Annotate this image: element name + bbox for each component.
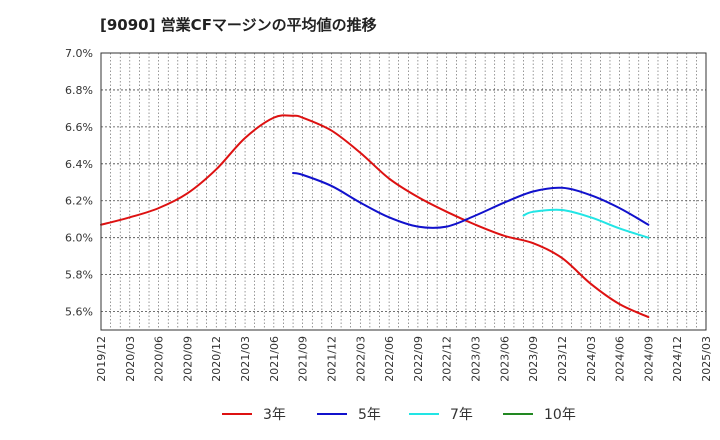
plot-frame: [100, 52, 707, 331]
x-tick-label: 2020/09: [181, 336, 194, 382]
legend-label-3年: 3年: [263, 407, 286, 423]
series-line-5年: [292, 172, 650, 229]
x-tick-labels: 2019/12 2020/03 2020/06 2020/09 2020/12 2021/…: [95, 336, 713, 382]
x-tick-label: 2022/09: [412, 336, 425, 382]
y-tick-label: 6.0%: [65, 232, 93, 245]
chart-title: [9090] 営業CFマージンの平均値の推移: [100, 16, 377, 34]
x-tick-label: 2023/09: [527, 336, 540, 382]
x-tick-label: 2020/12: [210, 336, 223, 382]
x-tick-label: 2020/06: [153, 336, 166, 382]
y-tick-label: 6.4%: [65, 158, 93, 171]
x-tick-label: 2021/06: [268, 336, 281, 382]
x-tick-label: 2022/06: [383, 336, 396, 382]
legend: 3年 5年 7年 10年: [222, 407, 576, 423]
x-tick-label: 2021/12: [325, 336, 338, 382]
x-tick-label: 2023/12: [556, 336, 569, 382]
legend-label-7年: 7年: [450, 407, 473, 423]
x-tick-label: 2021/09: [297, 336, 310, 382]
series-layer: [100, 114, 650, 319]
y-tick-labels: 7.0% 6.8% 6.6% 6.4% 6.2% 6.0% 5.8% 5.6%: [65, 47, 93, 319]
x-tick-label: 2023/03: [470, 336, 483, 382]
x-tick-label: 2019/12: [95, 336, 108, 382]
plot-border: [100, 52, 707, 331]
x-tick-label: 2024/09: [642, 336, 655, 382]
y-tick-label: 6.8%: [65, 84, 93, 97]
series-line-7年: [522, 208, 650, 239]
x-tick-label: 2022/03: [354, 336, 367, 382]
y-tick-label: 6.6%: [65, 121, 93, 134]
y-tick-label: 6.2%: [65, 195, 93, 208]
grid-layer: [100, 52, 707, 330]
x-tick-label: 2024/03: [585, 336, 598, 382]
legend-label-10年: 10年: [544, 407, 576, 423]
x-tick-label: 2025/03: [700, 336, 713, 382]
x-tick-label: 2024/06: [614, 336, 627, 382]
y-tick-label: 5.6%: [65, 306, 93, 319]
y-tick-label: 7.0%: [65, 47, 93, 60]
x-tick-label: 2020/03: [124, 336, 137, 382]
legend-label-5年: 5年: [358, 407, 381, 423]
x-tick-label: 2021/03: [239, 336, 252, 382]
x-tick-label: 2024/12: [671, 336, 684, 382]
series-line-3年: [100, 114, 650, 319]
x-tick-label: 2023/06: [498, 336, 511, 382]
x-tick-label: 2022/12: [441, 336, 454, 382]
y-tick-label: 5.8%: [65, 269, 93, 282]
